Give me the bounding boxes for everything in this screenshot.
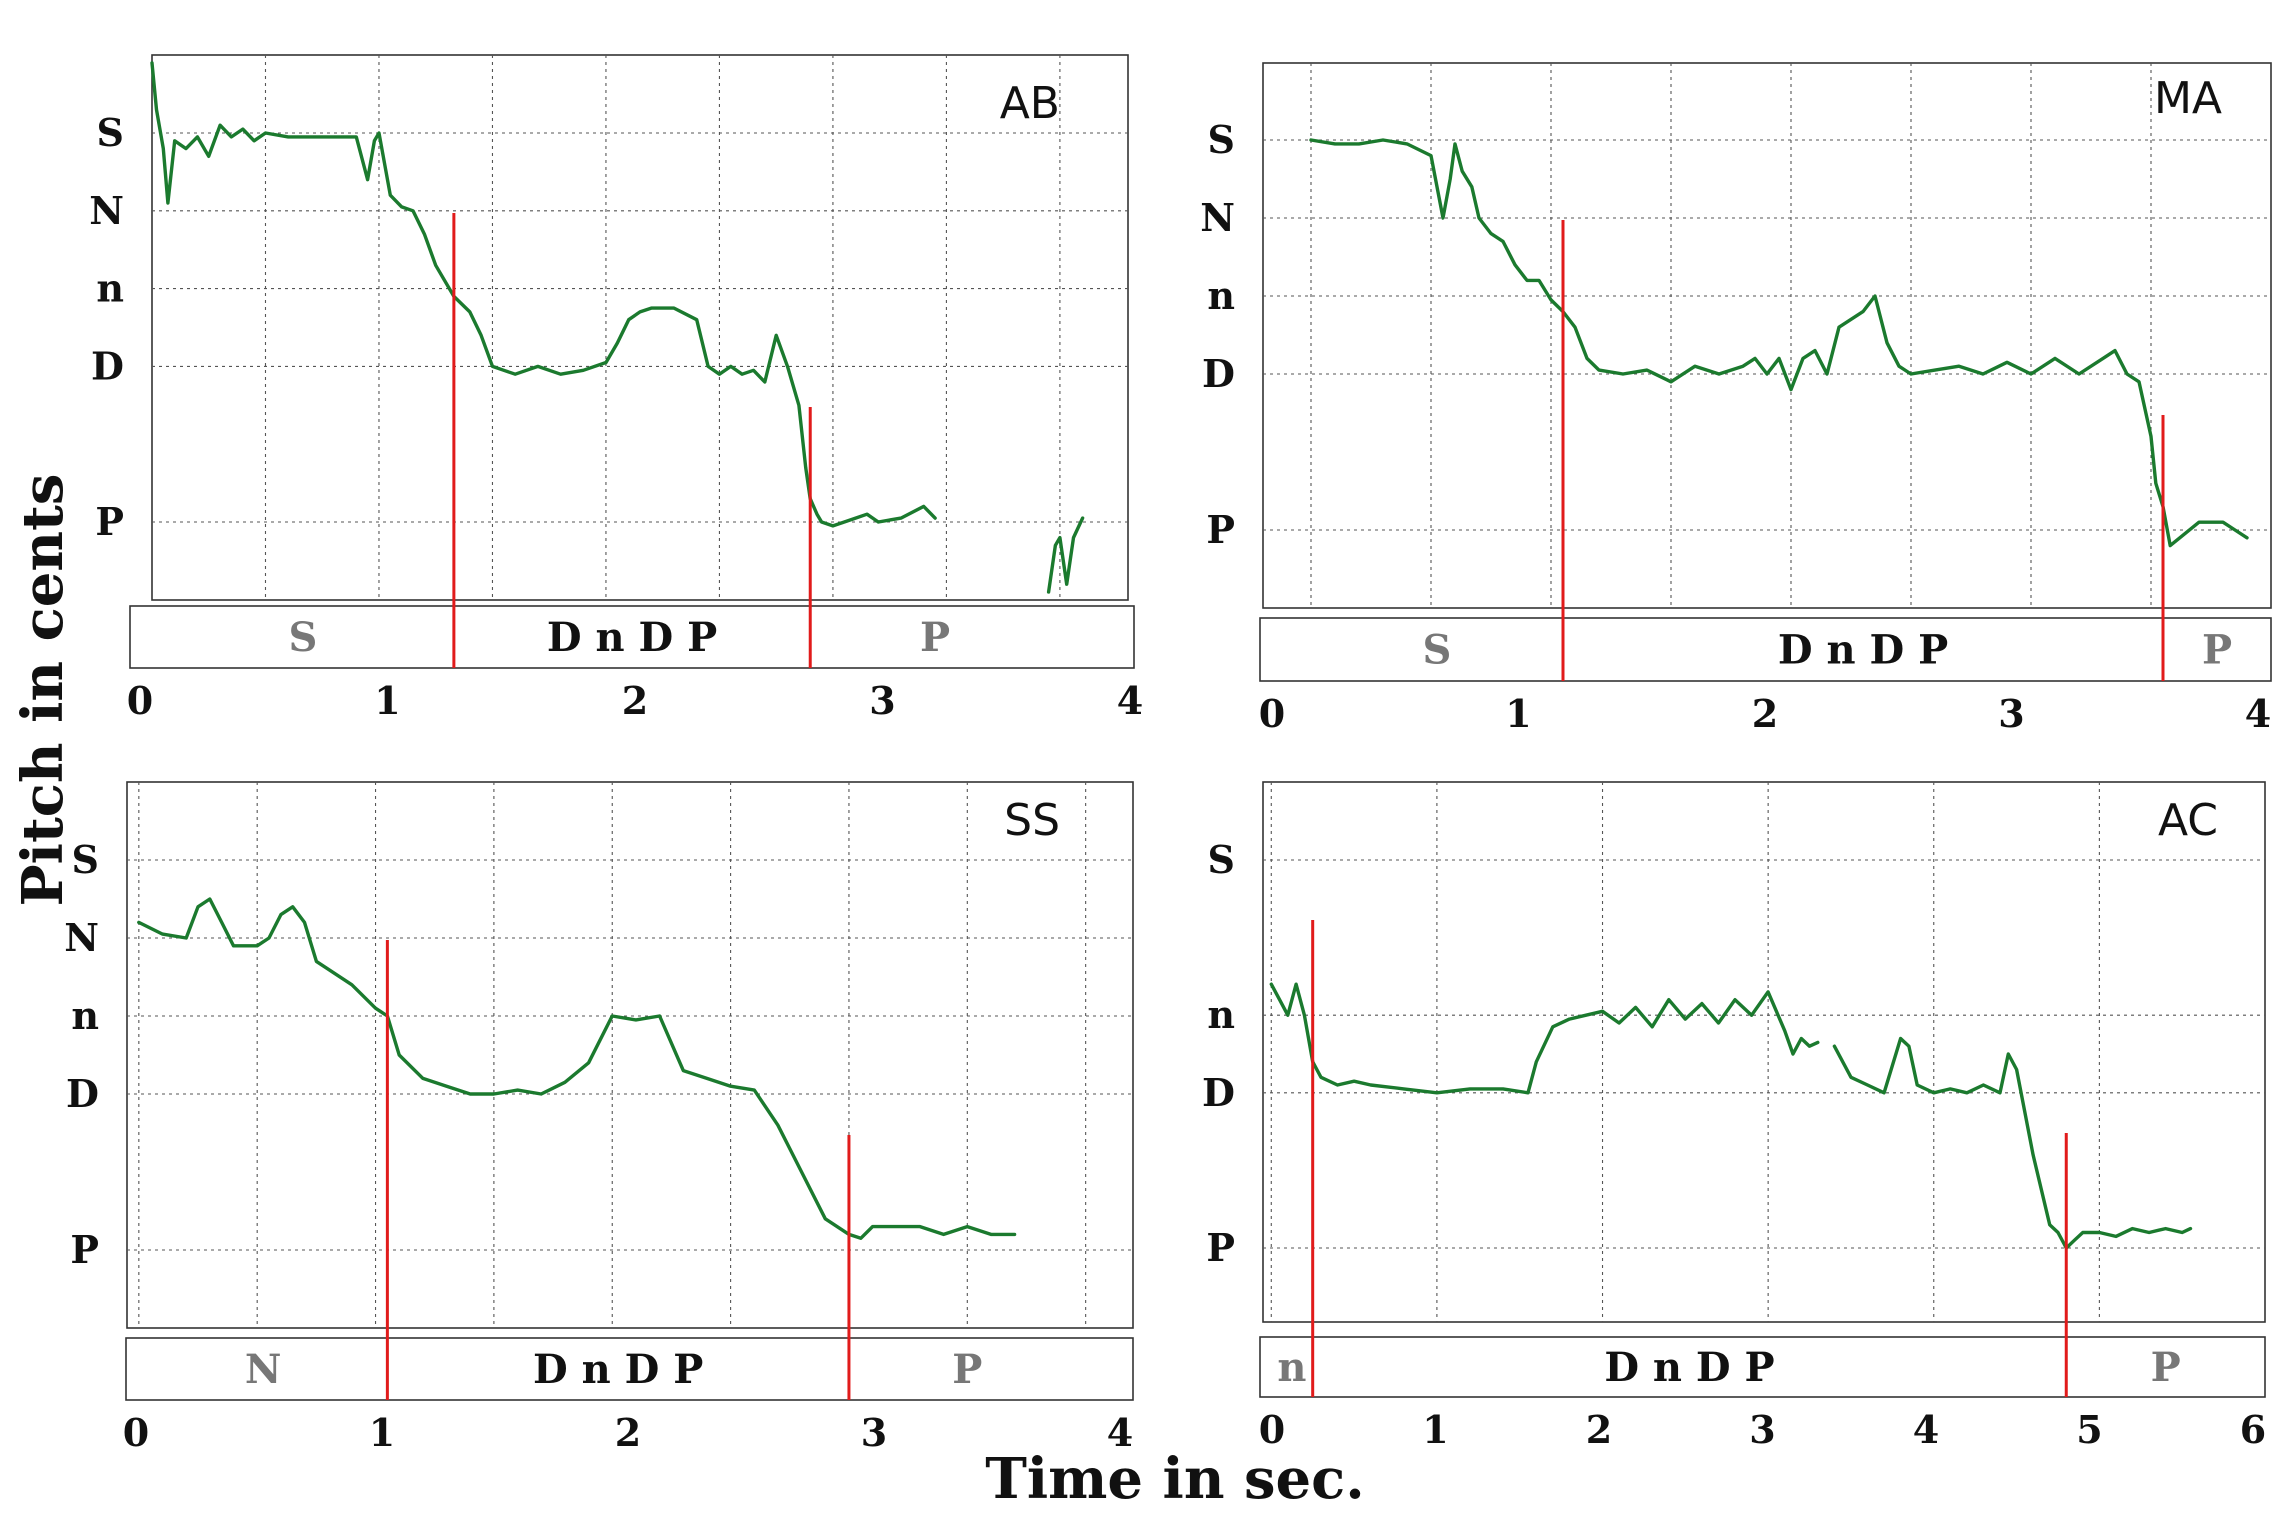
y-tick-label: S (72, 837, 99, 882)
x-axis-title: Time in sec. (985, 1446, 1365, 1512)
segment-strip (129, 605, 1135, 669)
y-tick-label: D (1202, 1070, 1235, 1115)
x-tick-label: 3 (1998, 691, 2024, 736)
x-tick-label: 2 (1586, 1407, 1612, 1452)
y-tick-label: S (97, 110, 124, 155)
x-tick-label: 4 (2245, 691, 2271, 736)
x-tick-label: 0 (127, 678, 153, 723)
y-tick-label: P (1206, 507, 1235, 552)
segment-label: N (245, 1346, 282, 1393)
segment-label: D n D P (1778, 627, 1948, 674)
x-tick-label: 2 (615, 1410, 641, 1455)
plot-frame (1262, 62, 2272, 609)
plot-frame (126, 781, 1134, 1329)
x-tick-label: 2 (1752, 691, 1778, 736)
segment-label: P (2151, 1344, 2181, 1391)
x-tick-label: 0 (1259, 1407, 1285, 1452)
x-tick-label: 2 (622, 678, 648, 723)
x-tick-label: 0 (1259, 691, 1285, 736)
segment-label: D n D P (533, 1346, 703, 1393)
y-tick-label: n (71, 993, 99, 1038)
segment-strip (125, 1337, 1134, 1401)
y-tick-label: N (64, 915, 99, 960)
pitch-trace (1046, 516, 1085, 594)
pitch-trace (1832, 1036, 2193, 1250)
x-tick-label: 1 (1422, 1407, 1448, 1452)
segment-label: P (920, 614, 950, 661)
y-tick-label: D (1202, 351, 1235, 396)
x-tick-label: 6 (2240, 1407, 2266, 1452)
x-tick-label: 3 (1749, 1407, 1775, 1452)
y-axis-title: Pitch in cents (10, 474, 76, 907)
panel-label: MA (2154, 73, 2222, 124)
y-tick-label: D (91, 343, 124, 388)
x-tick-label: 1 (369, 1410, 395, 1455)
x-tick-label: 4 (1117, 678, 1143, 723)
y-tick-label: n (1207, 273, 1235, 318)
x-tick-label: 3 (861, 1410, 887, 1455)
plot-frame (151, 54, 1129, 601)
x-tick-label: 0 (123, 1410, 149, 1455)
segment-strip (1259, 1336, 2266, 1398)
segment-strip (1259, 617, 2272, 682)
panel-label: AB (1000, 78, 1060, 129)
x-tick-label: 5 (2076, 1407, 2102, 1452)
panel-label: SS (1004, 795, 1060, 846)
y-tick-label: n (96, 266, 124, 311)
pitch-trace (1269, 982, 1820, 1095)
panel-label: AC (2158, 795, 2218, 846)
segment-label: D n D P (547, 614, 717, 661)
y-tick-label: n (1207, 992, 1235, 1037)
segment-label: P (952, 1346, 982, 1393)
pitch-trace (137, 897, 1017, 1240)
y-tick-label: S (1208, 837, 1235, 882)
segment-label: n (1277, 1344, 1306, 1391)
x-tick-label: 1 (1505, 691, 1531, 736)
y-tick-label: S (1208, 117, 1235, 162)
y-tick-label: D (66, 1071, 99, 1116)
y-tick-label: N (1200, 195, 1235, 240)
segment-label: S (288, 614, 317, 661)
plot-frame (1262, 781, 2266, 1323)
x-tick-label: 4 (1107, 1410, 1133, 1455)
y-tick-label: P (95, 499, 124, 544)
segment-label: S (1423, 627, 1452, 674)
x-tick-label: 1 (374, 678, 400, 723)
x-tick-label: 3 (869, 678, 895, 723)
segment-label: P (2202, 627, 2232, 674)
y-tick-label: P (1206, 1225, 1235, 1270)
pitch-trace (1309, 138, 2249, 548)
pitch-trace (150, 61, 937, 528)
segment-label: D n D P (1604, 1344, 1774, 1391)
y-tick-label: N (89, 188, 124, 233)
x-tick-label: 4 (1913, 1407, 1939, 1452)
y-tick-label: P (70, 1227, 99, 1272)
